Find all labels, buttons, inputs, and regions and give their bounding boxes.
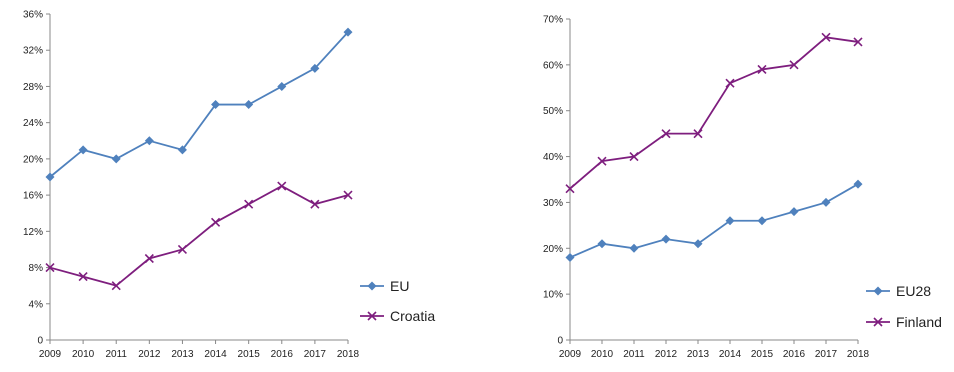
- data-point: [45, 262, 55, 273]
- data-point: [277, 181, 287, 191]
- x-tick-label: 2018: [337, 349, 360, 360]
- data-point: [725, 216, 735, 226]
- legend-item: EU28: [866, 283, 931, 299]
- data-point: [78, 145, 88, 155]
- data-point: [210, 217, 221, 227]
- x-tick-label: 2016: [271, 349, 294, 360]
- x-tick-label: 2017: [815, 349, 838, 360]
- data-point: [597, 239, 607, 249]
- data-point: [310, 199, 320, 209]
- y-tick-label: 30%: [543, 198, 563, 209]
- data-point: [565, 252, 575, 262]
- x-tick-label: 2013: [171, 349, 194, 360]
- data-point: [78, 272, 88, 282]
- data-point: [343, 27, 353, 37]
- data-point: [789, 60, 799, 70]
- y-tick-label: 24%: [23, 118, 43, 129]
- x-tick-label: 2016: [783, 349, 806, 360]
- x-tick-label: 2009: [559, 349, 582, 360]
- y-tick-label: 40%: [543, 152, 563, 163]
- legend-item: EU: [360, 278, 409, 294]
- y-tick-label: 20%: [543, 244, 563, 255]
- x-tick-label: 2012: [655, 349, 678, 360]
- y-tick-label: 60%: [543, 60, 563, 71]
- series-line-eu: [49, 31, 349, 178]
- data-point: [629, 152, 639, 162]
- data-point: [693, 239, 703, 249]
- data-point: [177, 244, 188, 255]
- data-point: [789, 207, 799, 217]
- data-point: [661, 234, 671, 244]
- y-tick-label: 28%: [23, 82, 43, 93]
- x-tick-label: 2011: [623, 349, 645, 360]
- legend-label: EU: [390, 278, 409, 294]
- data-point: [111, 281, 121, 291]
- data-point: [244, 100, 254, 110]
- legend-label: Finland: [896, 314, 942, 330]
- y-tick-label: 4%: [29, 299, 44, 310]
- data-point: [853, 179, 863, 189]
- legend-label: Croatia: [390, 308, 435, 324]
- x-tick-label: 2011: [105, 349, 127, 360]
- x-tick-label: 2015: [751, 349, 774, 360]
- data-point: [277, 81, 287, 91]
- x-tick-label: 2014: [719, 349, 742, 360]
- series-line-eu28: [569, 183, 859, 259]
- y-tick-label: 20%: [23, 154, 43, 165]
- y-tick-label: 8%: [29, 263, 44, 274]
- data-point: [565, 184, 575, 194]
- legend-label: EU28: [896, 283, 931, 299]
- data-point: [211, 100, 221, 110]
- y-tick-label: 10%: [543, 290, 563, 301]
- data-point: [144, 253, 154, 264]
- data-point: [343, 190, 353, 200]
- data-point: [693, 129, 703, 139]
- x-tick-label: 2013: [687, 349, 710, 360]
- data-point: [725, 78, 735, 88]
- series-line-finland: [569, 36, 859, 190]
- data-point: [821, 32, 831, 42]
- x-tick-label: 2012: [138, 349, 161, 360]
- data-point: [853, 37, 863, 47]
- data-point: [757, 64, 767, 75]
- data-point: [45, 172, 55, 182]
- y-tick-label: 36%: [23, 10, 43, 21]
- data-point: [661, 129, 671, 139]
- data-point: [177, 145, 187, 155]
- y-tick-label: 70%: [543, 15, 563, 26]
- data-point: [144, 136, 154, 146]
- y-tick-label: 32%: [23, 46, 43, 57]
- y-tick-label: 50%: [543, 106, 563, 117]
- data-point: [821, 197, 831, 207]
- x-tick-label: 2018: [847, 349, 870, 360]
- x-tick-label: 2010: [591, 349, 614, 360]
- y-tick-label: 16%: [23, 191, 43, 202]
- y-tick-label: 12%: [23, 227, 43, 238]
- data-point: [597, 156, 607, 166]
- legend-item: Finland: [866, 314, 942, 330]
- data-point: [629, 243, 639, 253]
- x-tick-label: 2009: [39, 349, 62, 360]
- legend-item: Croatia: [360, 308, 435, 324]
- x-tick-label: 2014: [204, 349, 227, 360]
- chart-left: 0 4% 8% 12% 16% 20% 24% 28% 32% 36% 2009 2010 2011 20…: [23, 10, 435, 361]
- x-tick-label: 2017: [304, 349, 327, 360]
- x-tick-label: 2010: [72, 349, 95, 360]
- chart-right: 0 10% 20% 30% 40% 50% 60% 70% 2009 2010 2011 2012 20…: [543, 15, 942, 361]
- x-tick-label: 2015: [238, 349, 261, 360]
- data-point: [111, 154, 121, 164]
- data-point: [757, 216, 767, 226]
- y-tick-label: 0: [557, 336, 563, 347]
- series-line-croatia: [49, 185, 349, 287]
- data-point: [310, 63, 320, 73]
- data-point: [244, 199, 254, 209]
- y-tick-label: 0: [37, 336, 43, 347]
